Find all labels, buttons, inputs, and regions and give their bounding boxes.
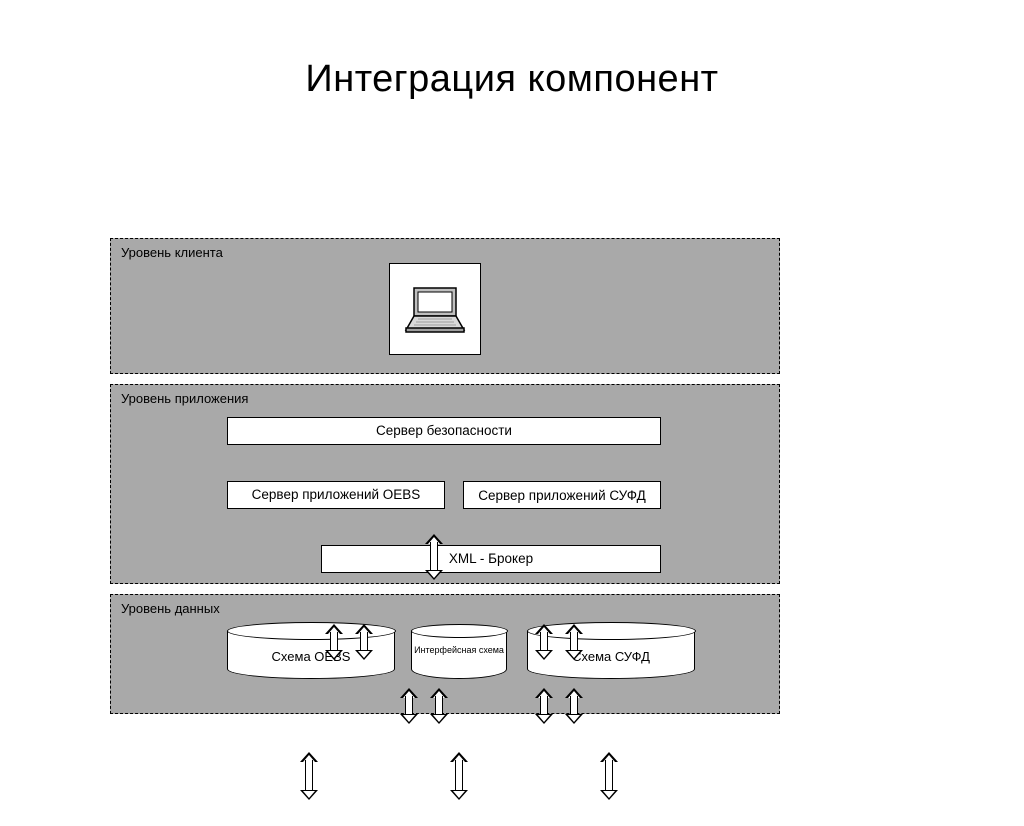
node-db-interface: Интерфейсная схема [411, 631, 507, 679]
tier-app: Уровень приложения Сервер безопасности С… [110, 384, 780, 584]
db-oebs-label: Схема OEBS [228, 649, 394, 664]
tier-client-label: Уровень клиента [121, 245, 223, 260]
db-sufd-label: Схема СУФД [528, 649, 694, 664]
laptop-icon [404, 284, 466, 334]
node-db-oebs: Схема OEBS [227, 631, 395, 679]
tier-app-label: Уровень приложения [121, 391, 248, 406]
arrow-xml-db-sufd [600, 752, 618, 800]
node-xml-broker: XML - Брокер [321, 545, 661, 573]
arrow-xml-db-oebs [300, 752, 318, 800]
db-interface-label: Интерфейсная схема [412, 645, 506, 656]
tier-data: Уровень данных Схема OEBS Интерфейсная с… [110, 594, 780, 714]
node-security-server: Сервер безопасности [227, 417, 661, 445]
node-app-server-sufd: Сервер приложений СУФД [463, 481, 661, 509]
page-title: Интеграция компонент [0, 58, 1024, 101]
node-app-server-oebs: Сервер приложений OEBS [227, 481, 445, 509]
node-db-sufd: Схема СУФД [527, 631, 695, 679]
node-laptop [389, 263, 481, 355]
tier-data-label: Уровень данных [121, 601, 220, 616]
tier-client: Уровень клиента [110, 238, 780, 374]
arrow-xml-db-iface [450, 752, 468, 800]
architecture-diagram: Уровень клиента Уровень приложения Серве… [110, 238, 780, 724]
